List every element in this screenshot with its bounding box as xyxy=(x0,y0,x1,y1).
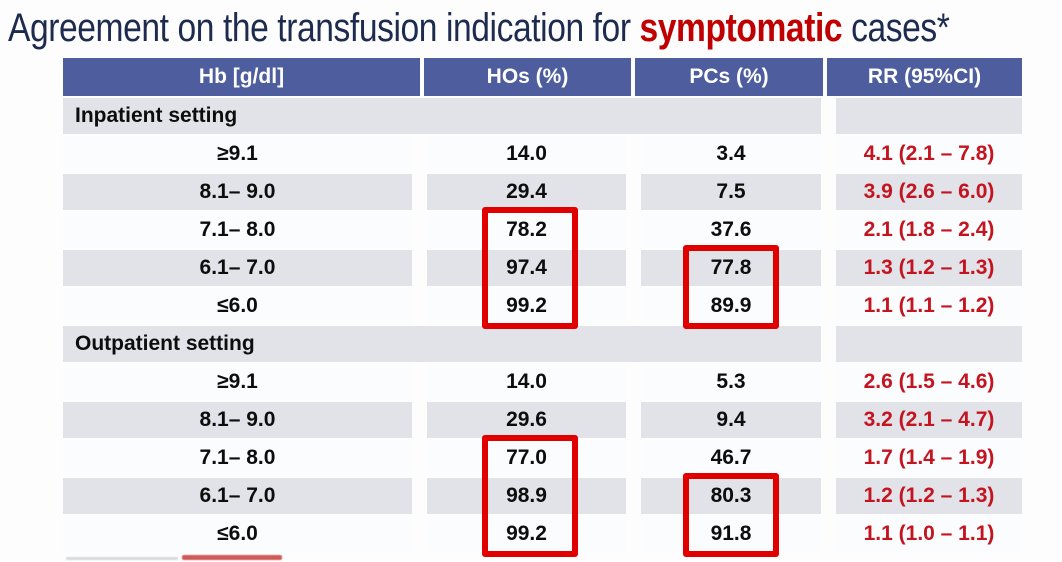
pcs-value: 80.3 xyxy=(641,478,821,514)
pcs-value: 37.6 xyxy=(641,212,821,248)
rr-value: 1.3 (1.2 – 1.3) xyxy=(836,250,1022,286)
table-row: ≤6.0 99.2 91.8 1.1 (1.0 – 1.1) xyxy=(63,516,1022,552)
pcs-value: 91.8 xyxy=(641,516,821,552)
section-row-outpatient: Outpatient setting xyxy=(63,326,1022,362)
table-row: 8.1– 9.0 29.6 9.4 3.2 (2.1 – 4.7) xyxy=(63,402,1022,438)
table-row: 8.1– 9.0 29.4 7.5 3.9 (2.6 – 6.0) xyxy=(63,174,1022,210)
rr-value: 2.6 (1.5 – 4.6) xyxy=(836,364,1022,400)
table-row: 7.1– 8.0 78.2 37.6 2.1 (1.8 – 2.4) xyxy=(63,212,1022,248)
rr-value: 3.9 (2.6 – 6.0) xyxy=(836,174,1022,210)
pcs-value: 3.4 xyxy=(641,136,821,172)
hos-value: 97.4 xyxy=(427,250,626,286)
rr-value: 2.1 (1.8 – 2.4) xyxy=(836,212,1022,248)
pcs-value: 9.4 xyxy=(641,402,821,438)
section-empty-cell xyxy=(836,98,1022,134)
hb-value: 8.1– 9.0 xyxy=(63,174,412,210)
hb-value: ≤6.0 xyxy=(63,288,412,324)
title-highlight: symptomatic xyxy=(639,6,843,50)
table-row: 6.1– 7.0 98.9 80.3 1.2 (1.2 – 1.3) xyxy=(63,478,1022,514)
table-row: ≥9.1 14.0 5.3 2.6 (1.5 – 4.6) xyxy=(63,364,1022,400)
hb-value: 7.1– 8.0 xyxy=(63,440,412,476)
column-header-hb: Hb [g/dl] xyxy=(63,58,420,96)
page-title: Agreement on the transfusion indication … xyxy=(8,6,950,51)
hb-value: ≥9.1 xyxy=(63,136,412,172)
section-empty-cell xyxy=(836,326,1022,362)
hb-value: 8.1– 9.0 xyxy=(63,402,412,438)
pcs-value: 46.7 xyxy=(641,440,821,476)
pcs-value: 89.9 xyxy=(641,288,821,324)
column-header-rr: RR (95%CI) xyxy=(827,58,1022,96)
hos-value: 99.2 xyxy=(427,288,626,324)
table-row: ≥9.1 14.0 3.4 4.1 (2.1 – 7.8) xyxy=(63,136,1022,172)
rr-value: 4.1 (2.1 – 7.8) xyxy=(836,136,1022,172)
hos-value: 98.9 xyxy=(427,478,626,514)
pcs-value: 77.8 xyxy=(641,250,821,286)
hb-value: 6.1– 7.0 xyxy=(63,478,412,514)
hos-value: 14.0 xyxy=(427,136,626,172)
hos-value: 29.4 xyxy=(427,174,626,210)
hb-value: 6.1– 7.0 xyxy=(63,250,412,286)
table-row: ≤6.0 99.2 89.9 1.1 (1.1 – 1.2) xyxy=(63,288,1022,324)
pcs-value: 7.5 xyxy=(641,174,821,210)
table-row: 7.1– 8.0 77.0 46.7 1.7 (1.4 – 1.9) xyxy=(63,440,1022,476)
rr-value: 3.2 (2.1 – 4.7) xyxy=(836,402,1022,438)
hos-value: 99.2 xyxy=(427,516,626,552)
rr-value: 1.1 (1.0 – 1.1) xyxy=(836,516,1022,552)
column-header-pcs: PCs (%) xyxy=(635,58,823,96)
hos-value: 29.6 xyxy=(427,402,626,438)
rr-value: 1.7 (1.4 – 1.9) xyxy=(836,440,1022,476)
cropped-footnote-fragment-gray xyxy=(66,557,178,560)
table-header-row: Hb [g/dl] HOs (%) PCs (%) RR (95%CI) xyxy=(63,58,1022,96)
hb-value: 7.1– 8.0 xyxy=(63,212,412,248)
rr-value: 1.1 (1.1 – 1.2) xyxy=(836,288,1022,324)
section-label: Inpatient setting xyxy=(63,98,821,134)
hos-value: 77.0 xyxy=(427,440,626,476)
section-row-inpatient: Inpatient setting xyxy=(63,98,1022,134)
agreement-table: Hb [g/dl] HOs (%) PCs (%) RR (95%CI) Inp… xyxy=(63,58,1022,557)
title-prefix: Agreement on the transfusion indication … xyxy=(8,6,640,50)
table-row: 6.1– 7.0 97.4 77.8 1.3 (1.2 – 1.3) xyxy=(63,250,1022,286)
hb-value: ≤6.0 xyxy=(63,516,412,552)
hb-value: ≥9.1 xyxy=(63,364,412,400)
rr-value: 1.2 (1.2 – 1.3) xyxy=(836,478,1022,514)
hos-value: 14.0 xyxy=(427,364,626,400)
column-header-hos: HOs (%) xyxy=(424,58,631,96)
hos-value: 78.2 xyxy=(427,212,626,248)
section-label: Outpatient setting xyxy=(63,326,821,362)
title-suffix: cases* xyxy=(842,6,950,50)
pcs-value: 5.3 xyxy=(641,364,821,400)
cropped-footnote-fragment-red xyxy=(182,555,282,560)
